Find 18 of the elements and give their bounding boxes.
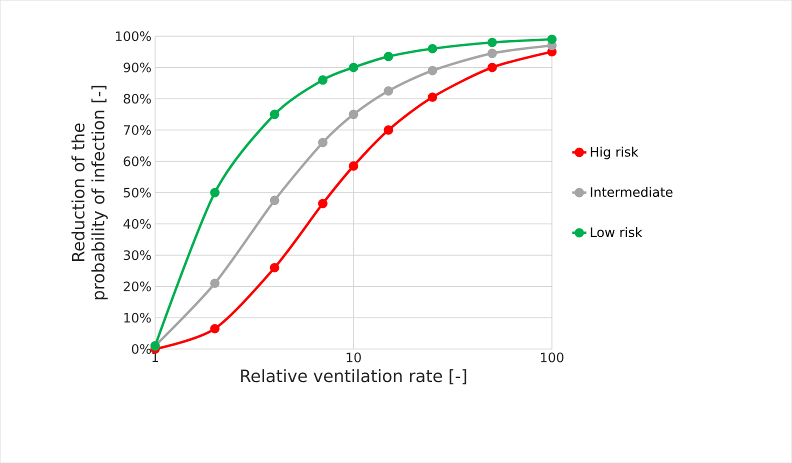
y-tick-label: 50%	[124, 188, 151, 198]
y-tick-label: 40%	[123, 218, 151, 229]
y-tick-label: 0%	[132, 344, 151, 354]
y-tick-label: 90%	[124, 62, 151, 72]
x-axis-title: Relative ventilation rate [-]	[241, 369, 466, 384]
y-tick-label: 20%	[124, 281, 151, 292]
x-tick-label: 10	[346, 352, 361, 362]
y-tick-label: 70%	[124, 125, 151, 135]
y-tick-label: 80%	[124, 94, 151, 104]
y-tick-label: 60%	[124, 156, 151, 166]
legend-label: Hig risk	[590, 146, 638, 160]
legend-label: Intermediate	[590, 186, 672, 197]
y-axis-title: Reduction of the probability of infection [-]	[71, 86, 108, 300]
legend-label: Low risk	[590, 227, 642, 238]
x-tick-label: 100	[540, 352, 564, 362]
y-tick-label: 10%	[124, 312, 151, 323]
y-tick-label: 30%	[124, 250, 151, 260]
y-tick-label: 100%	[116, 31, 151, 41]
